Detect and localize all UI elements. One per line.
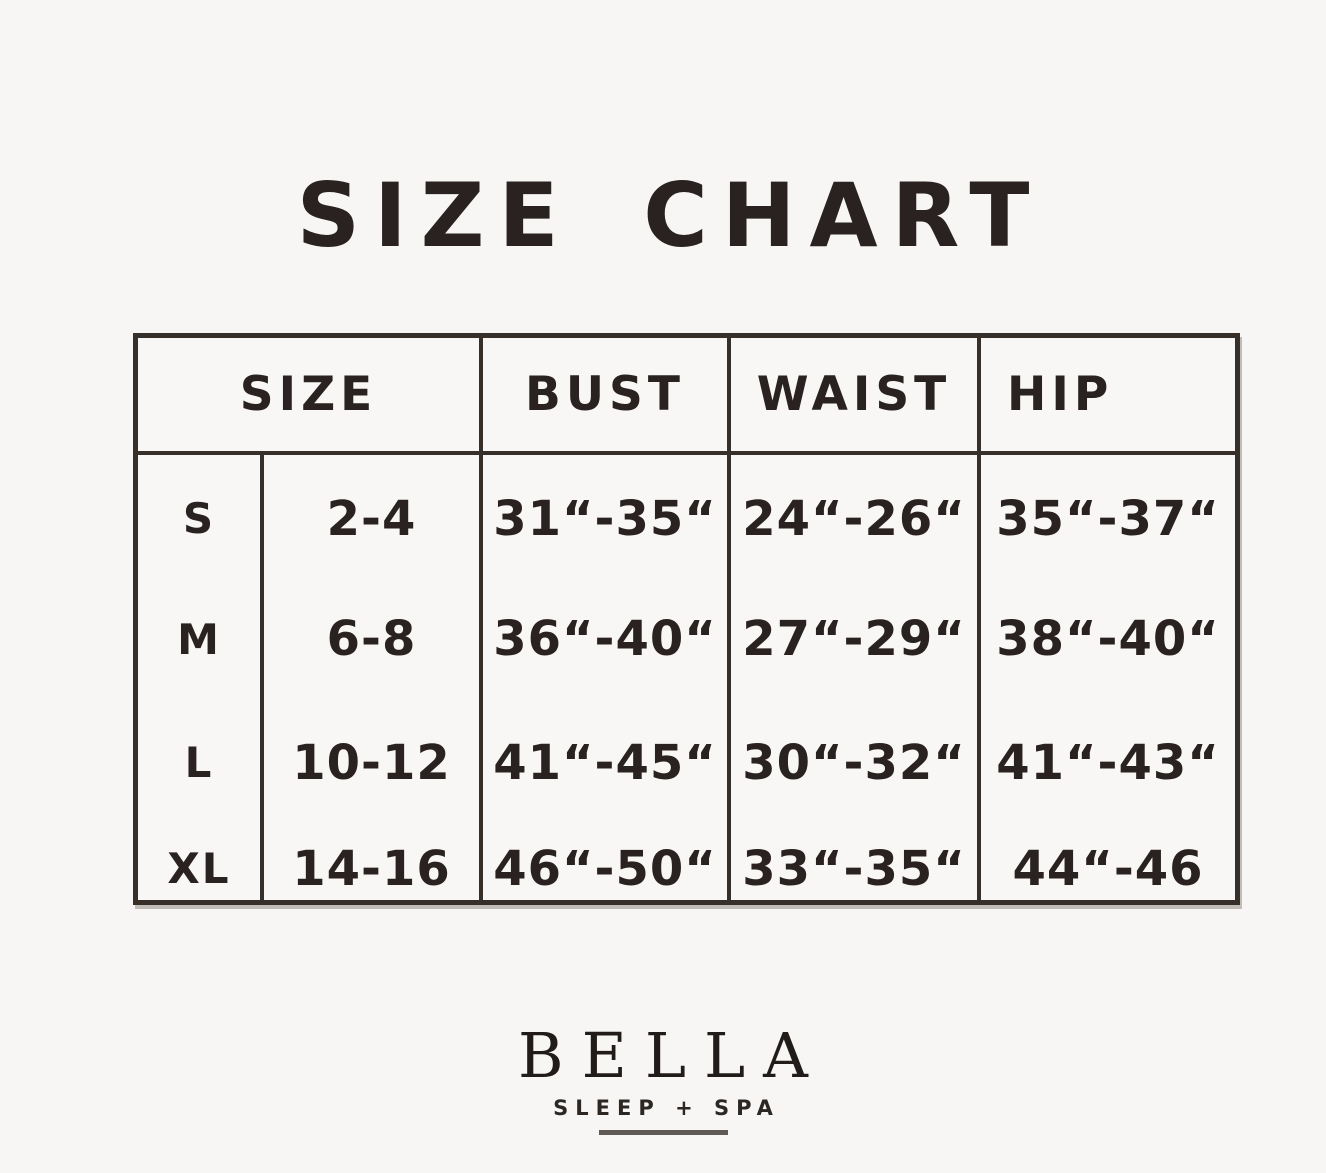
hip-cell: 44“-46: [1012, 840, 1204, 897]
header-hip: HIP: [981, 338, 1235, 455]
brand-logo: BELLA SLEEP + SPA: [0, 1019, 1326, 1136]
size-range-cell: 6-8: [264, 568, 483, 696]
hip-cell: 41“-43“: [996, 734, 1220, 791]
waist-cell: 27“-29“: [731, 568, 981, 696]
bust-cell: 46“-50“: [483, 815, 731, 900]
size-chart-table: SIZE BUST WAIST HIP S 2-4 31“-35“ 24“-26…: [133, 333, 1240, 905]
header-bust: BUST: [483, 338, 731, 455]
page-title: SIZE CHART: [296, 164, 1044, 267]
bust-cell: 36“-40“: [483, 568, 731, 696]
size-letter-cell: L: [138, 696, 264, 815]
header-size: SIZE: [138, 338, 483, 455]
brand-name: BELLA: [518, 1019, 826, 1092]
size-letter-cell: M: [138, 568, 264, 696]
hip-cell: 38“-40“: [996, 611, 1220, 667]
header-waist: WAIST: [731, 338, 981, 455]
waist-cell: 24“-26“: [731, 455, 981, 568]
size-letter-cell: S: [138, 455, 264, 568]
waist-cell: 33“-35“: [731, 815, 981, 900]
logo-underline: [598, 1130, 728, 1136]
size-range-cell: 10-12: [264, 696, 483, 815]
size-range-cell: 14-16: [264, 815, 483, 900]
bust-cell: 41“-45“: [483, 696, 731, 815]
hip-cell: 35“-37“: [996, 490, 1220, 547]
bust-cell: 31“-35“: [483, 455, 731, 568]
size-letter-cell: XL: [138, 815, 264, 900]
size-range-cell: 2-4: [264, 455, 483, 568]
waist-cell: 30“-32“: [731, 696, 981, 815]
brand-tagline: SLEEP + SPA: [553, 1096, 780, 1121]
